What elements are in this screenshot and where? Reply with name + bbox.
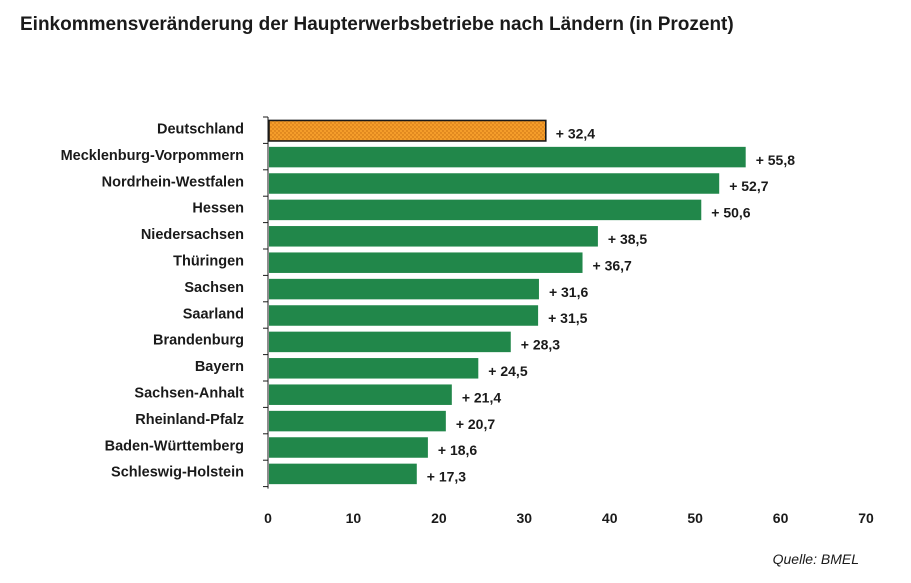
x-tick-label: 50 [687,510,703,526]
category-label: Nordrhein-Westfalen [102,174,244,190]
value-label: + 32,4 [556,125,596,141]
category-label: Schleswig-Holstein [111,465,244,481]
value-label: + 28,3 [521,337,561,353]
bar [269,173,720,194]
value-label: + 50,6 [711,205,751,221]
x-tick-label: 10 [346,510,362,526]
category-label: Hessen [192,201,244,217]
x-tick-label: 20 [431,510,447,526]
source-note: Quelle: BMEL [772,551,859,567]
x-tick-label: 60 [773,510,789,526]
category-label: Brandenburg [153,333,244,349]
bar-highlight [268,119,547,142]
category-label: Sachsen-Anhalt [134,386,244,402]
bar [269,278,539,300]
bar [269,199,702,221]
bar [269,384,452,405]
bar [269,146,746,168]
bar [269,463,417,485]
category-label: Mecklenburg-Vorpommern [61,148,244,164]
value-label: + 36,7 [593,257,633,273]
bar [269,252,583,273]
x-tick-label: 40 [602,510,618,526]
value-label: + 21,4 [462,389,502,405]
x-tick-label: 70 [858,510,874,526]
value-label: + 31,6 [549,284,589,300]
category-label: Deutschland [157,122,244,138]
bar [269,226,598,247]
bar [269,410,446,432]
bar [269,358,479,379]
bar [269,305,539,326]
x-tick-label: 30 [516,510,532,526]
value-label: + 38,5 [608,231,648,247]
category-label: Bayern [195,359,244,375]
x-tick-label: 0 [264,510,272,526]
value-label: + 31,5 [548,310,588,326]
value-label: + 18,6 [438,442,478,458]
category-label: Saarland [183,306,244,322]
value-label: + 17,3 [427,469,467,485]
value-label: + 24,5 [488,363,528,379]
chart-title: Einkommensveränderung der Haupterwerbsbe… [20,14,734,35]
value-label: + 52,7 [729,178,769,194]
category-label: Niedersachsen [141,227,244,243]
value-label: + 20,7 [456,416,496,432]
category-label: Thüringen [173,254,244,270]
value-label: + 55,8 [756,152,796,168]
bar [269,331,511,353]
category-label: Rheinland-Pfalz [135,412,244,428]
category-label: Sachsen [184,280,244,296]
category-label: Baden-Württemberg [105,438,244,454]
bar [269,437,428,458]
